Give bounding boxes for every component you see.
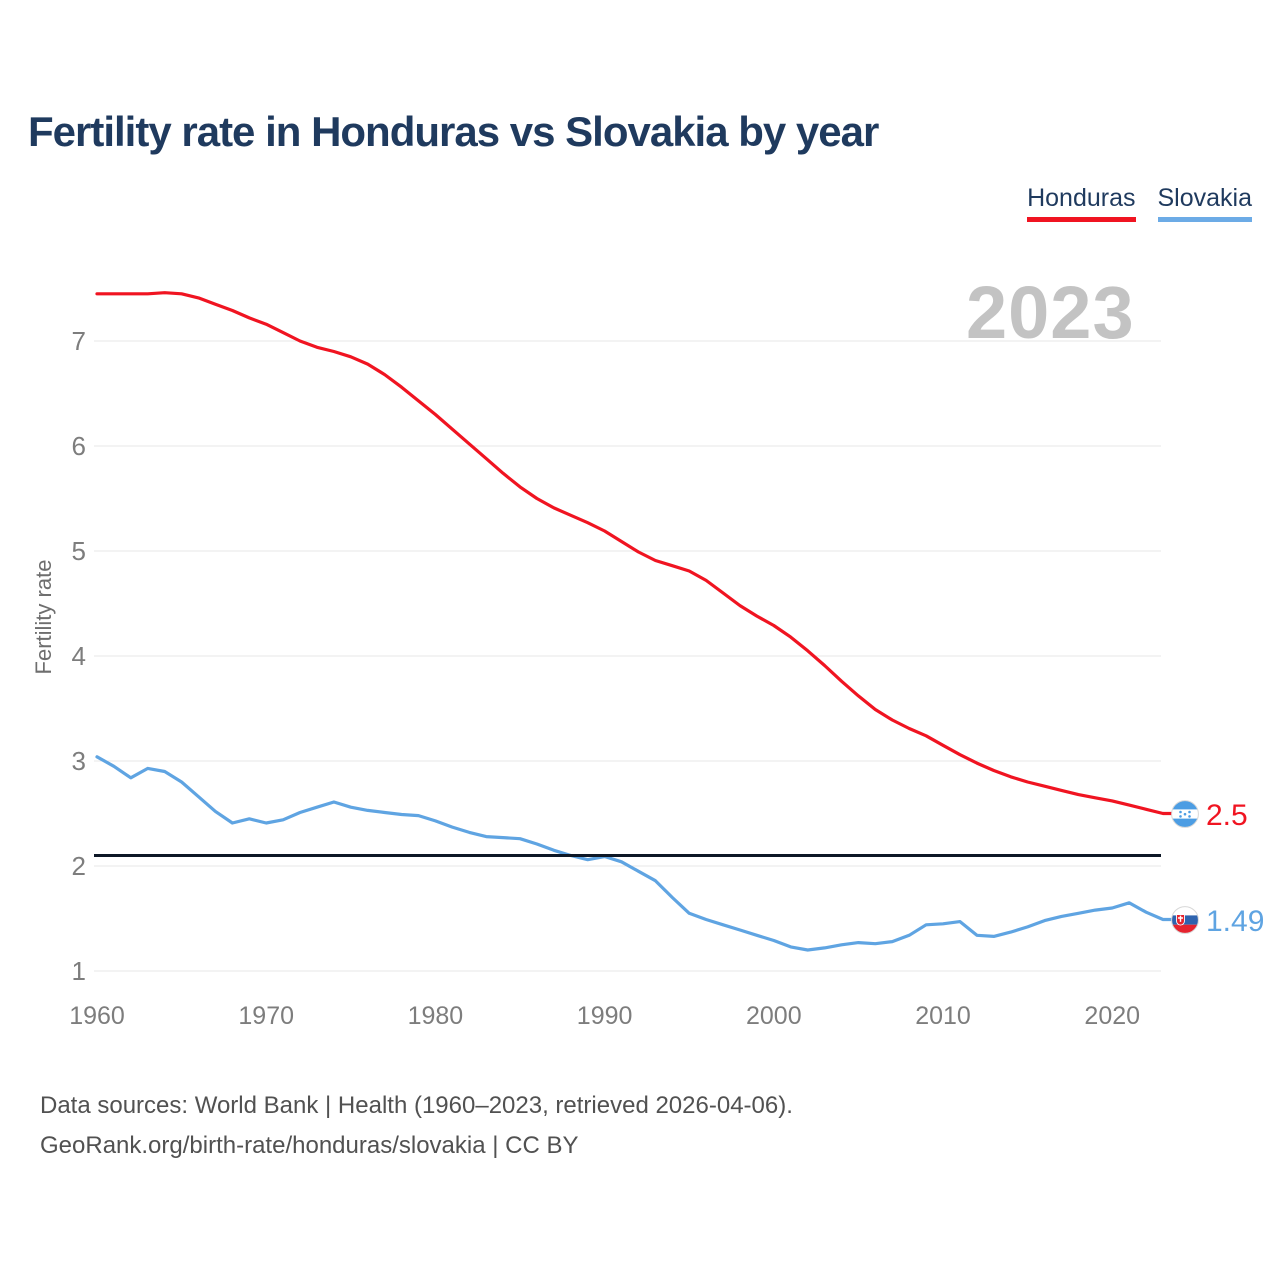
- slovakia-end-marker: 1.49: [1171, 905, 1265, 939]
- y-tick-label-4: 4: [71, 641, 86, 671]
- legend-item-honduras[interactable]: Honduras: [1027, 184, 1136, 222]
- x-tick-label-1990: 1990: [576, 1002, 633, 1030]
- y-tick-label-7: 7: [71, 326, 86, 356]
- y-tick-label-3: 3: [71, 746, 86, 776]
- year-watermark: 2023: [966, 271, 1135, 354]
- honduras-series-line: [95, 291, 1176, 816]
- y-tick-label-5: 5: [71, 536, 86, 566]
- slovakia-flag-icon: [1171, 905, 1199, 939]
- x-tick-label-2020: 2020: [1084, 1002, 1141, 1030]
- slovakia-end-value: 1.49: [1206, 905, 1265, 939]
- x-tick-label-2000: 2000: [746, 1002, 802, 1030]
- source-line-2: GeoRank.org/birth-rate/honduras/slovakia…: [40, 1132, 579, 1159]
- x-tick-label-2010: 2010: [915, 1002, 971, 1030]
- slovakia-series-line: [95, 755, 1176, 952]
- y-tick-label-1: 1: [71, 956, 86, 986]
- source-attribution: Data sources: World Bank | Health (1960–…: [40, 1086, 793, 1166]
- y-tick-label-6: 6: [71, 431, 86, 461]
- source-line-1: Data sources: World Bank | Health (1960–…: [40, 1092, 793, 1119]
- legend-item-slovakia[interactable]: Slovakia: [1157, 184, 1252, 222]
- honduras-flag-icon: [1171, 799, 1199, 833]
- page-title: Fertility rate in Honduras vs Slovakia b…: [28, 108, 879, 155]
- honduras-end-value: 2.5: [1206, 799, 1248, 832]
- x-tick-label-1970: 1970: [238, 1002, 295, 1030]
- y-tick-label-2: 2: [71, 851, 86, 881]
- y-axis-title: Fertility rate: [31, 559, 56, 675]
- legend: Honduras Slovakia: [1027, 184, 1252, 222]
- honduras-end-marker: 2.5: [1171, 799, 1248, 833]
- x-tick-label-1960: 1960: [69, 1002, 125, 1030]
- x-tick-label-1980: 1980: [407, 1002, 464, 1030]
